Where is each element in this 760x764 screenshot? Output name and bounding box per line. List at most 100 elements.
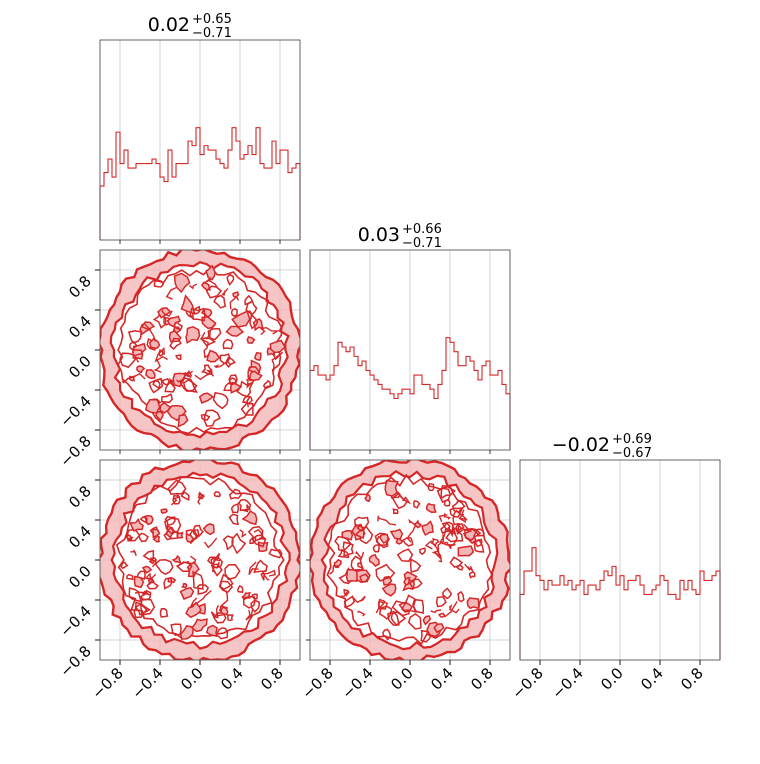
density-contour-blob — [426, 502, 437, 514]
density-contour-line — [161, 309, 173, 318]
density-contour-blob — [192, 570, 204, 590]
density-contour-blob — [175, 560, 193, 572]
density-contour-blob — [449, 507, 464, 518]
density-contour-blob — [464, 527, 482, 542]
y-tick-label: −0.4 — [56, 392, 94, 430]
density-contour-line — [398, 494, 412, 505]
density-contour-blob — [390, 611, 407, 627]
density-contour-blob — [180, 624, 194, 640]
density-contour-line — [441, 541, 456, 550]
density-contour-blob — [200, 337, 217, 347]
density-contour-blob — [249, 370, 263, 382]
density-contour-blob — [474, 538, 483, 548]
density-contour-line — [430, 609, 442, 614]
density-contour-blob — [420, 629, 432, 643]
density-contour-line — [177, 555, 197, 567]
density-contour-blob — [220, 605, 229, 616]
density-contour-line — [133, 351, 143, 363]
density-contour-blob — [222, 338, 234, 350]
density-contour-blob — [354, 529, 365, 540]
density-contour-blob — [412, 500, 421, 509]
x-tick-label: −0.8 — [508, 664, 546, 702]
density-contour-blob — [396, 548, 414, 563]
density-contour-blob — [181, 582, 188, 589]
density-contour-blob — [169, 337, 182, 350]
density-contour-blob — [176, 531, 184, 539]
density-contour-blob — [473, 538, 485, 553]
density-contour-line — [204, 537, 218, 549]
density-contour-blob — [451, 499, 466, 514]
density-contour-blob — [185, 325, 201, 344]
density-contour-blob — [409, 558, 422, 573]
density-contour-blob — [222, 535, 234, 551]
density-contour-blob — [139, 589, 152, 601]
density-contour-blob — [341, 529, 354, 541]
x-tick-label: 0.0 — [597, 664, 627, 694]
density-contour-blob — [240, 402, 254, 416]
density-contour-blob — [468, 571, 476, 579]
density-contour-line — [375, 600, 386, 614]
x-tick-label: 0.8 — [257, 664, 287, 694]
density-contour-blob — [173, 272, 191, 294]
density-contour-line — [452, 509, 465, 526]
histogram-2-step — [519, 547, 721, 660]
density-contour-line — [148, 559, 158, 568]
density-contour-line — [176, 370, 193, 385]
density-panel-0-2 — [100, 460, 300, 660]
density-contour-blob — [146, 579, 159, 590]
density-contour-blob — [171, 554, 182, 565]
density-contour-blob — [422, 615, 432, 626]
density-contour-blob — [440, 484, 457, 500]
density-contour-blob — [252, 317, 265, 332]
density-contour-line — [197, 493, 205, 505]
y-tick-label: 0.8 — [65, 272, 95, 302]
density-contour-blob — [269, 339, 286, 354]
density-contour-line — [189, 283, 197, 290]
density-contour-blob — [378, 605, 393, 620]
title-0-minus: −0.71 — [192, 26, 232, 41]
density-contour-blob — [159, 607, 169, 618]
density-contour-line — [242, 395, 251, 408]
density-contour-blob — [153, 279, 165, 288]
density-contour-blob — [398, 594, 417, 613]
density-contour-blob — [268, 548, 283, 559]
density-contour-blob — [382, 628, 391, 641]
density-contour-line — [447, 525, 457, 538]
density-contour-blob — [205, 264, 216, 281]
density-contour-blob — [226, 614, 234, 622]
density-contour-blob — [262, 379, 272, 389]
density-contour-blob — [442, 587, 453, 600]
density-contour-blob — [357, 562, 365, 570]
density-contour-blob — [379, 533, 389, 545]
density-contour-blob — [231, 532, 247, 555]
y-tick-label: −0.8 — [56, 642, 94, 680]
density-contour-blob — [384, 479, 399, 497]
density-ring-contour — [109, 261, 290, 439]
density-contour-blob — [136, 365, 146, 374]
density-contour-blob — [185, 601, 202, 619]
density-contour-blob — [120, 561, 129, 569]
density-contour-line — [194, 369, 215, 381]
density-contour-blob — [224, 564, 241, 581]
density-contour-blob — [212, 391, 229, 410]
density-contour-blob — [206, 349, 221, 363]
density-contour-blob — [160, 508, 168, 515]
density-contour-blob — [163, 577, 173, 590]
density-contour-line — [433, 534, 445, 560]
density-contour-blob — [139, 516, 148, 524]
density-contour-blob — [246, 336, 256, 344]
density-contour-blob — [128, 587, 143, 603]
density-contour-blob — [202, 522, 215, 536]
density-contour-line — [210, 561, 220, 574]
density-contour-line — [444, 601, 458, 618]
density-contour-line — [144, 572, 157, 581]
density-contour-blob — [161, 393, 174, 404]
density-contour-blob — [436, 487, 451, 504]
density-contour-blob — [435, 596, 447, 608]
density-contour-blob — [441, 521, 457, 536]
density-contour-line — [126, 536, 134, 542]
density-contour-line — [200, 332, 210, 359]
density-contour-blob — [148, 337, 161, 349]
density-contour-blob — [419, 547, 426, 556]
x-tick-label: −0.4 — [338, 664, 376, 702]
